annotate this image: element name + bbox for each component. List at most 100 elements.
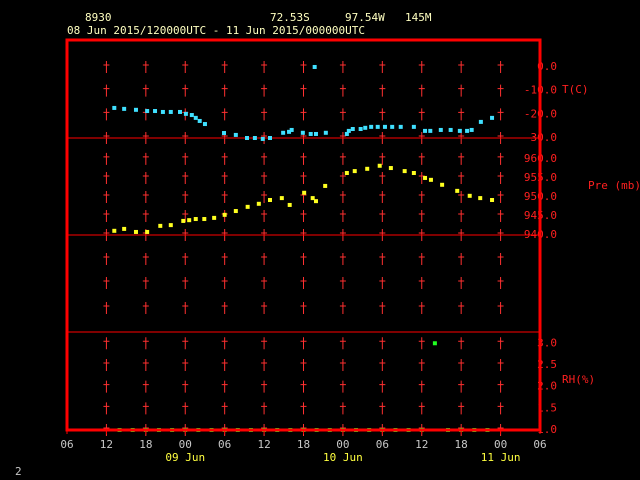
grid-cross-decor <box>142 302 149 314</box>
point <box>122 106 127 111</box>
grid-cross-decor <box>458 277 465 289</box>
point <box>313 199 318 204</box>
grid-cross <box>379 402 386 415</box>
grid-cross <box>261 171 268 184</box>
grid-cross <box>379 171 386 184</box>
grid-cross <box>261 190 268 203</box>
grid-cross-decor <box>221 302 228 314</box>
grid-cross <box>261 358 268 371</box>
grid-cross-decor <box>261 253 268 265</box>
grid-cross <box>221 402 228 415</box>
point <box>267 136 272 140</box>
grid-cross <box>418 152 425 165</box>
grid-cross <box>182 358 189 371</box>
x-tick-label: 00 <box>179 438 192 451</box>
subtitle: 08 Jun 2015/120000UTC - 11 Jun 2015/0000… <box>67 24 365 37</box>
grid-cross <box>458 190 465 203</box>
grid-cross <box>300 152 307 165</box>
grid-cross <box>182 171 189 184</box>
grid-cross <box>379 380 386 393</box>
point <box>302 190 307 195</box>
grid-cross <box>300 84 307 97</box>
grid-cross-decor <box>458 253 465 265</box>
grid-cross-decor <box>182 277 189 289</box>
grid-cross <box>497 171 504 184</box>
grid-cross <box>142 358 149 371</box>
grid-cross <box>182 60 189 73</box>
point <box>469 127 474 132</box>
point <box>313 131 318 136</box>
grid-cross <box>497 60 504 73</box>
grid-cross <box>261 209 268 222</box>
point <box>358 127 363 132</box>
point <box>181 218 186 223</box>
grid-cross <box>182 402 189 415</box>
point <box>133 229 138 234</box>
point <box>455 188 460 193</box>
grid-cross <box>379 190 386 203</box>
point <box>153 109 158 114</box>
grid-cross <box>182 337 189 350</box>
grid-cross-decor <box>261 277 268 289</box>
grid-cross <box>221 84 228 97</box>
point <box>428 177 433 182</box>
point <box>168 109 173 114</box>
point <box>432 341 437 346</box>
grid-cross-decor <box>221 253 228 265</box>
point <box>350 127 355 132</box>
grid-cross <box>497 209 504 222</box>
grid-cross <box>379 358 386 371</box>
grid-cross <box>458 108 465 121</box>
grid-cross <box>497 108 504 121</box>
point <box>308 131 313 136</box>
point <box>222 212 227 217</box>
grid-cross <box>103 402 110 415</box>
point <box>363 125 368 130</box>
grid-cross <box>418 380 425 393</box>
point <box>193 115 198 120</box>
point <box>438 127 443 132</box>
x-tick-label: 12 <box>415 438 428 451</box>
point <box>478 119 483 124</box>
grid-cross <box>300 60 307 73</box>
grid-cross <box>142 60 149 73</box>
grid-cross <box>103 152 110 165</box>
grid-cross <box>221 60 228 73</box>
grid-cross <box>339 60 346 73</box>
point <box>187 218 192 223</box>
grid-cross <box>103 380 110 393</box>
grid-cross <box>339 358 346 371</box>
grid-cross <box>221 337 228 350</box>
point <box>323 130 328 135</box>
grid-cross <box>182 380 189 393</box>
point <box>287 202 292 207</box>
grid-cross <box>339 209 346 222</box>
point <box>310 196 315 201</box>
point <box>177 109 182 114</box>
grid-cross-decor <box>142 277 149 289</box>
grid-cross <box>418 209 425 222</box>
grid-cross <box>221 190 228 203</box>
point <box>382 124 387 129</box>
y-axis-label: T(C) <box>562 83 589 96</box>
point <box>490 198 495 203</box>
x-tick-label: 18 <box>297 438 310 451</box>
grid-cross-decor <box>103 253 110 265</box>
point <box>233 132 238 137</box>
point <box>377 163 382 168</box>
point <box>388 166 393 171</box>
grid-cross <box>261 380 268 393</box>
grid-cross <box>221 358 228 371</box>
point <box>423 128 428 133</box>
point <box>411 124 416 129</box>
grid-cross <box>418 171 425 184</box>
grid-cross <box>261 108 268 121</box>
grid-cross-decor <box>142 253 149 265</box>
longitude: 97.54W <box>345 11 385 24</box>
point <box>375 124 380 129</box>
grid-cross <box>261 152 268 165</box>
grid-cross <box>379 60 386 73</box>
grid-cross <box>300 171 307 184</box>
latitude: 72.53S <box>270 11 310 24</box>
grid-cross <box>497 358 504 371</box>
